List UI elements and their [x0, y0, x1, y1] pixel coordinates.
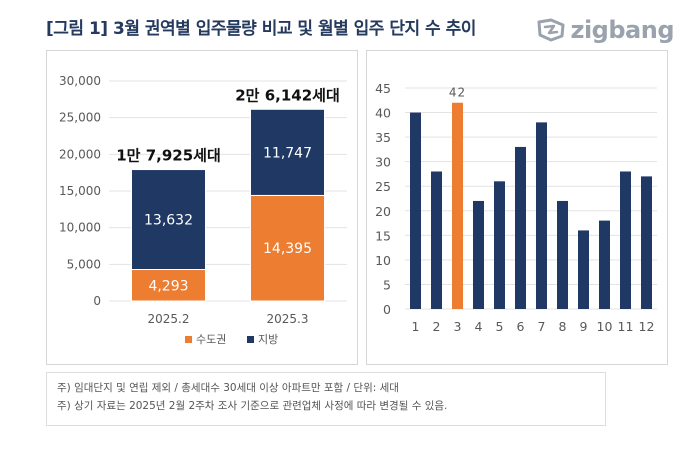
y-tick-label: 10 [375, 253, 391, 268]
bar-segment [250, 194, 325, 302]
data-label: 11,747 [263, 145, 312, 161]
bar [536, 122, 547, 309]
y-tick-label: 5 [383, 277, 391, 292]
bar [473, 200, 484, 309]
x-tick-label: 7 [538, 319, 546, 334]
zigbang-logo-text: zigbang [570, 16, 674, 44]
data-label: 14,395 [263, 241, 312, 257]
y-tick-label: 35 [375, 130, 391, 145]
x-tick-label: 2 [433, 319, 441, 334]
y-tick-label: 25,000 [59, 111, 101, 125]
total-label: 1만 7,925세대 [116, 147, 221, 165]
bar [494, 181, 505, 309]
bar-segment [250, 108, 325, 196]
zigbang-logo-icon [537, 18, 565, 42]
x-tick-label: 10 [597, 319, 613, 334]
y-tick-label: 20,000 [59, 147, 101, 161]
bar [578, 230, 589, 309]
x-tick-label: 12 [639, 319, 655, 334]
bar [599, 220, 610, 309]
data-label: 4,293 [148, 278, 188, 294]
x-tick-label: 11 [618, 319, 634, 334]
x-tick-label: 2025.2 [148, 312, 190, 326]
bar [557, 200, 568, 309]
y-tick-label: 0 [383, 302, 391, 317]
x-tick-label: 4 [475, 319, 483, 334]
y-tick-label: 30,000 [59, 74, 101, 88]
x-tick-label: 9 [580, 319, 588, 334]
footnotes-box: 주) 임대단지 및 연립 제외 / 총세대수 30세대 이상 아파트만 포함 /… [46, 372, 606, 426]
bar [641, 176, 652, 309]
y-tick-label: 5,000 [67, 257, 101, 271]
x-tick-label: 3 [454, 319, 462, 334]
legend-label: 수도권 [196, 333, 226, 346]
y-tick-label: 20 [375, 204, 391, 219]
monthly-complex-chart-panel: 0 5 10 15 20 25 30 35 40 45 1 2 42 3 4 5 6 7 8 9 10 11 12 [366, 50, 668, 365]
footnote-1: 주) 임대단지 및 연립 제외 / 총세대수 30세대 이상 아파트만 포함 /… [57, 382, 399, 394]
legend-swatch [247, 336, 254, 343]
x-tick-label: 1 [412, 319, 420, 334]
y-tick-label: 10,000 [59, 221, 101, 235]
x-tick-label: 8 [559, 319, 567, 334]
regional-volume-chart: 0 5,000 10,000 15,000 20,000 25,000 30,000 4,29… [59, 74, 347, 346]
y-tick-label: 0 [93, 294, 101, 308]
legend-label: 지방 [258, 333, 278, 346]
x-tick-label: 5 [496, 319, 504, 334]
y-tick-label: 30 [375, 155, 391, 170]
bar-segment [131, 269, 206, 302]
footnote-2: 주) 상기 자료는 2025년 2월 2주차 조사 기준으로 관련업체 사정에 … [57, 400, 448, 412]
x-tick-label: 2025.3 [267, 312, 309, 326]
zigbang-logo: zigbang [536, 16, 674, 44]
y-tick-label: 40 [375, 106, 391, 121]
data-label: 13,632 [144, 213, 193, 229]
page-title: [그림 1] 3월 권역별 입주물량 비교 및 월별 입주 단지 수 추이 [46, 19, 476, 39]
total-label: 2만 6,142세대 [235, 86, 340, 104]
y-tick-label: 15,000 [59, 184, 101, 198]
legend-swatch [185, 336, 192, 343]
data-label: 42 [449, 86, 466, 100]
regional-volume-chart-panel: 0 5,000 10,000 15,000 20,000 25,000 30,000 4,29… [46, 50, 358, 365]
bar [452, 102, 463, 309]
y-tick-label: 25 [375, 179, 391, 194]
bar [410, 112, 421, 309]
bar [431, 171, 442, 309]
bar [515, 146, 526, 309]
x-tick-label: 6 [517, 319, 525, 334]
y-tick-label: 15 [375, 228, 391, 243]
bar [620, 171, 631, 309]
y-tick-label: 45 [375, 81, 391, 96]
bar-segment [131, 169, 206, 271]
